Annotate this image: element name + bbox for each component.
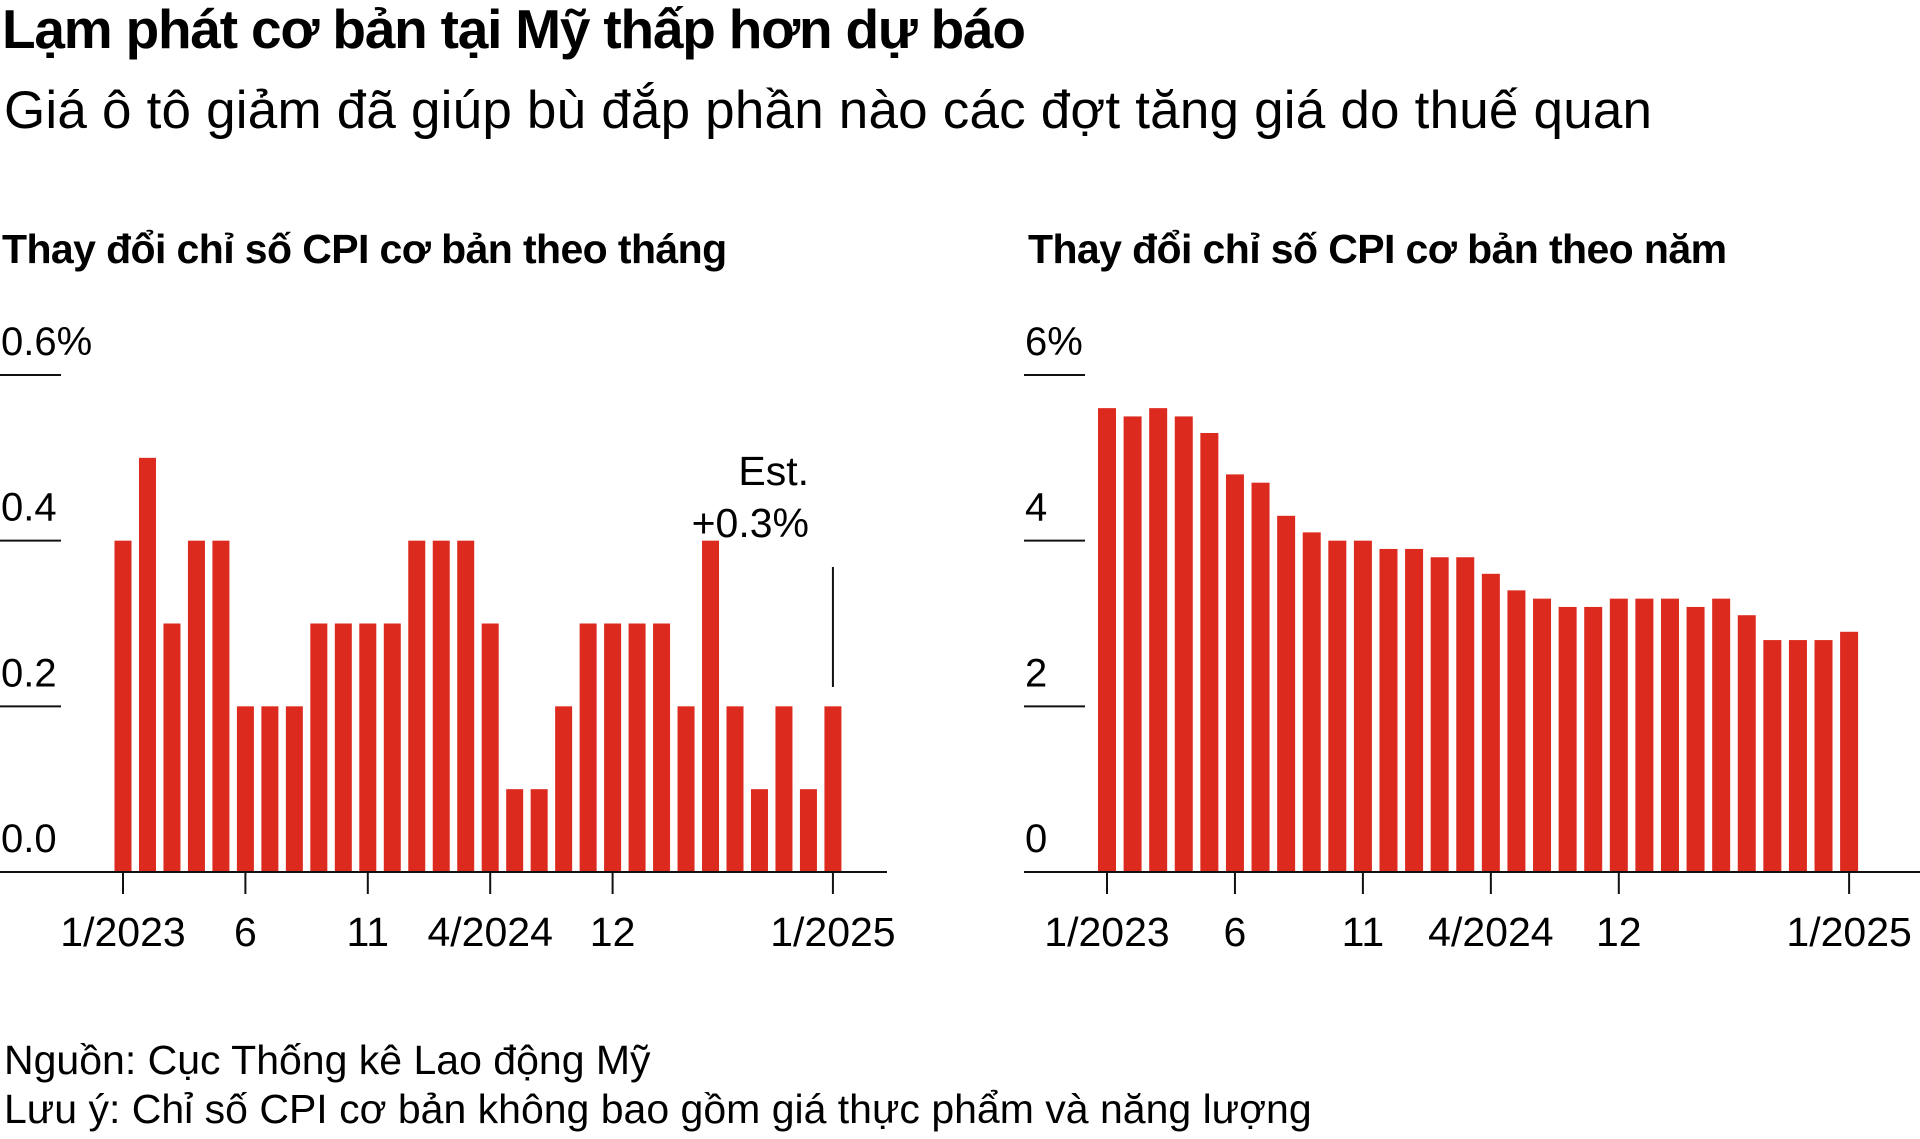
x-tick-label: 12 bbox=[1596, 909, 1642, 955]
bar bbox=[799, 789, 817, 872]
footnote: Lưu ý: Chỉ số CPI cơ bản không bao gồm g… bbox=[4, 1086, 1312, 1132]
y-tick-label: 0.4 bbox=[1, 486, 57, 530]
bar bbox=[481, 623, 499, 872]
bar bbox=[1353, 540, 1372, 872]
bar bbox=[726, 706, 744, 872]
y-tick-label: 2 bbox=[1025, 651, 1047, 695]
bar bbox=[1328, 540, 1347, 872]
bar bbox=[1277, 515, 1296, 872]
bar bbox=[1123, 416, 1142, 872]
bar bbox=[604, 623, 622, 872]
bar bbox=[1686, 606, 1705, 872]
bar bbox=[1533, 598, 1552, 872]
x-tick-label: 4/2024 bbox=[1428, 909, 1553, 955]
monthly-cpi-bar-chart: 0.0 0.2 0.4 0.6% 1/2023 6 11 4/2024 12 1/2025 Est.… bbox=[0, 320, 896, 955]
y-tick-label: 0 bbox=[1025, 817, 1047, 861]
yearly-cpi-bar-chart: 0 2 4 6% 1/2023 6 11 4/2024 12 1/2025 bbox=[1024, 320, 1920, 955]
estimate-annotation-label: Est. bbox=[738, 448, 809, 494]
yearly-chart-title: Thay đổi chỉ số CPI cơ bản theo năm bbox=[1028, 226, 1727, 272]
y-tick-label: 0.6% bbox=[1, 320, 92, 364]
bar bbox=[236, 706, 254, 872]
bar bbox=[1660, 598, 1679, 872]
bar bbox=[1737, 615, 1756, 872]
x-tick-label: 6 bbox=[1224, 909, 1247, 955]
chart-main-title: Lạm phát cơ bản tại Mỹ thấp hơn dự báo bbox=[2, 0, 1026, 60]
bar bbox=[555, 706, 573, 872]
bar bbox=[1609, 598, 1628, 872]
x-tick-label: 12 bbox=[590, 909, 636, 955]
bar bbox=[1225, 474, 1244, 872]
chart-subtitle: Giá ô tô giảm đã giúp bù đắp phần nào cá… bbox=[4, 81, 1653, 140]
bar bbox=[1174, 416, 1193, 872]
bar bbox=[1507, 590, 1526, 872]
bar bbox=[1712, 598, 1731, 872]
bar bbox=[1456, 557, 1475, 872]
bar bbox=[579, 623, 597, 872]
bar bbox=[1788, 640, 1807, 872]
estimate-annotation-value: +0.3% bbox=[692, 500, 809, 546]
bar bbox=[1763, 640, 1782, 872]
bar bbox=[628, 623, 646, 872]
monthly-chart-title: Thay đổi chỉ số CPI cơ bản theo tháng bbox=[2, 226, 727, 272]
bar bbox=[261, 706, 279, 872]
bar bbox=[457, 540, 475, 872]
bar bbox=[114, 540, 132, 872]
bar bbox=[285, 706, 303, 872]
bar bbox=[530, 789, 548, 872]
bar bbox=[1840, 631, 1859, 872]
x-tick-label: 11 bbox=[1342, 909, 1385, 955]
bar bbox=[506, 789, 524, 872]
y-tick-label: 4 bbox=[1025, 486, 1047, 530]
x-tick-label: 1/2023 bbox=[60, 909, 185, 955]
bar bbox=[1481, 573, 1500, 872]
x-tick-label: 1/2023 bbox=[1044, 909, 1169, 955]
bar bbox=[1302, 532, 1321, 872]
bar bbox=[1379, 548, 1398, 872]
bar bbox=[138, 457, 156, 872]
bar bbox=[653, 623, 671, 872]
bar bbox=[1430, 557, 1449, 872]
y-tick-label: 0.2 bbox=[1, 651, 57, 695]
bar bbox=[163, 623, 181, 872]
bar bbox=[702, 540, 720, 872]
bar bbox=[750, 789, 768, 872]
bar bbox=[1635, 598, 1654, 872]
x-tick-label: 1/2025 bbox=[770, 909, 895, 955]
bar bbox=[775, 706, 793, 872]
bar bbox=[359, 623, 377, 872]
x-tick-label: 1/2025 bbox=[1786, 909, 1911, 955]
source-note: Nguồn: Cục Thống kê Lao động Mỹ bbox=[4, 1037, 651, 1083]
bar bbox=[383, 623, 401, 872]
bar bbox=[408, 540, 426, 872]
bar bbox=[1405, 548, 1424, 872]
bar bbox=[1251, 482, 1270, 872]
bar bbox=[1814, 640, 1833, 872]
y-tick-label: 6% bbox=[1025, 320, 1083, 364]
bar bbox=[212, 540, 230, 872]
x-tick-label: 11 bbox=[347, 909, 390, 955]
bar bbox=[824, 706, 842, 872]
bar bbox=[1200, 432, 1219, 872]
bar bbox=[677, 706, 695, 872]
bar bbox=[432, 540, 450, 872]
bar bbox=[1149, 408, 1168, 872]
bar bbox=[1558, 606, 1577, 872]
bar bbox=[1098, 408, 1116, 872]
bar bbox=[187, 540, 205, 872]
bar bbox=[1584, 606, 1603, 872]
x-tick-label: 4/2024 bbox=[427, 909, 552, 955]
x-tick-label: 6 bbox=[234, 909, 257, 955]
y-tick-label: 0.0 bbox=[1, 817, 57, 861]
bar bbox=[334, 623, 352, 872]
bar bbox=[310, 623, 328, 872]
